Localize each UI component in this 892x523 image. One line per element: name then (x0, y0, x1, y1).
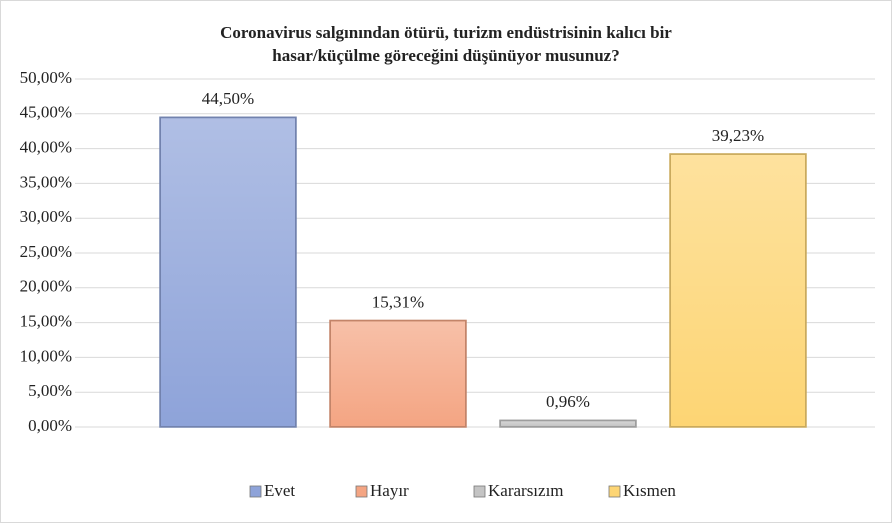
data-label: 0,96% (546, 392, 590, 411)
data-label: 15,31% (372, 292, 424, 311)
bar-sheen (331, 321, 465, 426)
bar-sheen (501, 421, 635, 426)
y-tick-label: 0,00% (28, 416, 72, 435)
legend-label: Kararsızım (488, 481, 564, 500)
y-tick-label: 25,00% (20, 242, 72, 261)
y-tick-label: 30,00% (20, 207, 72, 226)
y-tick-label: 15,00% (20, 312, 72, 331)
legend-swatch (473, 485, 486, 498)
legend-swatch (608, 485, 621, 498)
data-label: 44,50% (202, 89, 254, 108)
y-tick-label: 40,00% (20, 138, 72, 157)
y-tick-label: 20,00% (20, 277, 72, 296)
data-label: 39,23% (712, 126, 764, 145)
y-tick-label: 5,00% (28, 381, 72, 400)
legend-label: Kısmen (623, 481, 676, 500)
y-tick-label: 35,00% (20, 172, 72, 191)
chart-title: hasar/küçülme göreceğini düşünüyor musun… (272, 46, 619, 65)
y-tick-label: 10,00% (20, 346, 72, 365)
legend-label: Evet (264, 481, 295, 500)
legend-swatch (355, 485, 368, 498)
bar-sheen (161, 118, 295, 426)
bar-sheen (671, 154, 805, 426)
y-tick-label: 50,00% (20, 68, 72, 87)
chart-title: Coronavirus salgınından ötürü, turizm en… (220, 23, 672, 42)
legend-label: Hayır (370, 481, 409, 500)
y-tick-label: 45,00% (20, 103, 72, 122)
legend-swatch (249, 485, 262, 498)
